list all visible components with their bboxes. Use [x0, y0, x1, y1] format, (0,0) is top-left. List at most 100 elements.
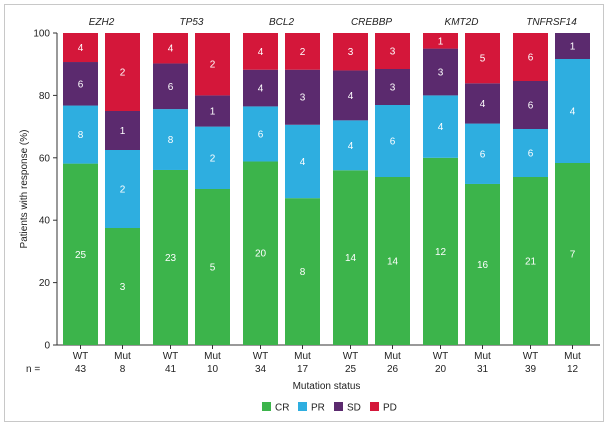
- n-value-label: 20: [435, 364, 447, 375]
- legend-swatch-cr: [262, 402, 271, 411]
- segment-count-label: 3: [348, 47, 354, 58]
- bar-segment-pd: [63, 33, 98, 63]
- legend: CR PR SD PD: [262, 402, 397, 414]
- gene-label: EZH2: [89, 17, 115, 28]
- n-value-label: 39: [525, 364, 537, 375]
- legend-swatch-pr: [298, 402, 307, 411]
- segment-count-label: 3: [300, 93, 306, 104]
- bar-segment-cr: [513, 177, 548, 345]
- segment-count-label: 8: [300, 267, 306, 278]
- y-tick-label: 20: [39, 278, 51, 289]
- n-value-label: 26: [387, 364, 399, 375]
- x-axis-title: Mutation status: [293, 381, 361, 392]
- status-label: Mut: [384, 351, 401, 362]
- segment-count-label: 20: [255, 249, 267, 260]
- y-tick-label: 60: [39, 153, 51, 164]
- bar-segment-pr: [153, 109, 188, 170]
- gene-label: TP53: [180, 17, 204, 28]
- segment-count-label: 6: [78, 79, 84, 90]
- segment-count-label: 5: [480, 54, 486, 65]
- n-value-label: 17: [297, 364, 309, 375]
- y-axis-title: Patients with response (%): [19, 130, 30, 249]
- status-label: Mut: [294, 351, 311, 362]
- segment-count-label: 5: [210, 263, 216, 274]
- bar-segment-pr: [375, 105, 410, 177]
- y-tick-label: 40: [39, 216, 51, 227]
- segment-count-label: 6: [528, 53, 534, 64]
- bar-segment-cr: [375, 177, 410, 345]
- segment-count-label: 4: [570, 107, 576, 118]
- gene-label: TNFRSF14: [526, 17, 577, 28]
- segment-count-label: 2: [300, 47, 306, 58]
- segment-count-label: 6: [528, 149, 534, 160]
- segment-count-label: 4: [258, 84, 264, 95]
- bar-segment-sd: [63, 62, 98, 106]
- axes: 0 20 40 60 80 100 Patients with response (%) Mu…: [19, 29, 600, 392]
- y-tick-label: 100: [33, 29, 50, 40]
- legend-swatch-pd: [370, 402, 379, 411]
- legend-label-sd: SD: [347, 403, 361, 414]
- status-label: WT: [433, 351, 449, 362]
- bars: [63, 33, 590, 345]
- segment-count-label: 4: [438, 122, 444, 133]
- segment-count-label: 4: [300, 157, 306, 168]
- bar-segment-pr: [465, 123, 500, 184]
- y-tick-label: 80: [39, 91, 51, 102]
- bar-segment-pr: [63, 105, 98, 164]
- bar-segment-pd: [513, 33, 548, 81]
- segment-count-label: 4: [348, 141, 354, 152]
- bar-segment-pd: [333, 33, 368, 71]
- bar-segment-pr: [105, 150, 140, 228]
- legend-label-cr: CR: [275, 403, 289, 414]
- bar-segment-pr: [285, 124, 320, 199]
- bar-segment-pr: [195, 126, 230, 189]
- bar-segment-pr: [333, 120, 368, 171]
- segment-count-label: 2: [210, 60, 216, 71]
- n-label: n =: [26, 364, 40, 375]
- bar-segment-sd: [375, 69, 410, 105]
- segment-count-label: 4: [168, 44, 174, 55]
- segment-count-label: 23: [165, 253, 177, 264]
- labels: n =EZH225864WT433212Mut8TP5323864WT41521…: [26, 17, 581, 375]
- segment-count-label: 6: [390, 137, 396, 148]
- segment-count-label: 3: [390, 47, 396, 58]
- gene-label: CREBBP: [351, 17, 392, 28]
- segment-count-label: 3: [390, 83, 396, 94]
- bar-segment-sd: [465, 83, 500, 124]
- segment-count-label: 2: [120, 185, 126, 196]
- segment-count-label: 4: [78, 43, 84, 54]
- segment-count-label: 14: [387, 257, 399, 268]
- bar-segment-cr: [465, 183, 500, 345]
- legend-label-pr: PR: [311, 403, 325, 414]
- legend-label-pd: PD: [383, 403, 397, 414]
- bar-segment-pd: [285, 33, 320, 70]
- status-label: Mut: [204, 351, 221, 362]
- status-label: WT: [73, 351, 89, 362]
- segment-count-label: 14: [345, 253, 357, 264]
- bar-segment-cr: [555, 163, 590, 345]
- bar-segment-cr: [423, 157, 458, 345]
- bar-segment-sd: [153, 63, 188, 110]
- bar-segment-cr: [333, 170, 368, 345]
- n-value-label: 31: [477, 364, 489, 375]
- status-label: Mut: [564, 351, 581, 362]
- bar-segment-pd: [153, 33, 188, 64]
- n-value-label: 43: [75, 364, 87, 375]
- n-value-label: 34: [255, 364, 267, 375]
- segment-count-label: 6: [258, 129, 264, 140]
- bar-segment-pr: [513, 129, 548, 177]
- status-label: Mut: [114, 351, 131, 362]
- n-value-label: 10: [207, 364, 219, 375]
- bar-segment-pr: [243, 106, 278, 162]
- bar-segment-cr: [105, 228, 140, 345]
- legend-swatch-sd: [334, 402, 343, 411]
- bar-segment-sd: [195, 95, 230, 127]
- bar-segment-cr: [63, 163, 98, 345]
- bar-segment-pd: [423, 33, 458, 49]
- segment-count-label: 8: [78, 130, 84, 141]
- segment-count-label: 1: [210, 107, 216, 118]
- gene-label: KMT2D: [445, 17, 479, 28]
- bar-segment-pr: [555, 59, 590, 163]
- gene-label: BCL2: [269, 17, 294, 28]
- bar-segment-pr: [423, 95, 458, 158]
